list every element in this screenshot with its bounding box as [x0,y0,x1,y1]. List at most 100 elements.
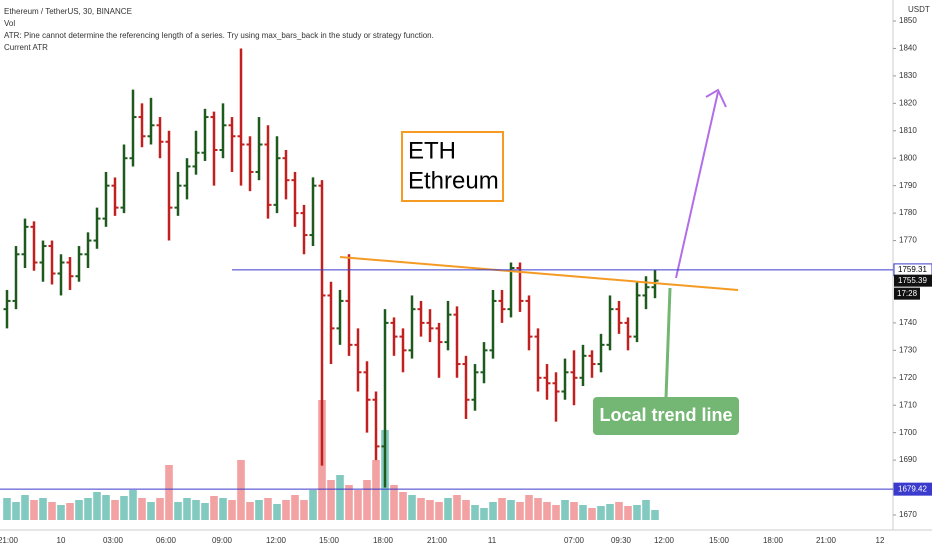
y-tick-label: 1720 [899,373,917,382]
y-tick-label: 1790 [899,181,917,190]
volume-bar [102,495,110,520]
x-tick-label: 11 [488,536,497,545]
volume-bar [201,503,209,520]
volume-bar [21,495,29,520]
volume-bar [66,503,74,520]
volume-bar [588,508,596,520]
volume-bar [327,480,335,520]
volume-bar [651,510,659,520]
x-tick-label: 15:00 [319,536,340,545]
volume-bar [282,500,290,520]
volume-bar [615,502,623,520]
volume-bar [489,502,497,520]
volume-bar [156,498,164,520]
volume-bar [336,475,344,520]
volume-bar [471,505,479,520]
price-label-bg [893,482,932,496]
legend-text: ATR: Pine cannot determine the referenci… [4,31,434,40]
volume-bar [444,498,452,520]
volume-bar [516,502,524,520]
volume-bar [237,460,245,520]
volume-bar [129,490,137,520]
volume-bar [228,500,236,520]
x-tick-label: 12:00 [266,536,287,545]
y-tick-label: 1800 [899,153,917,162]
x-tick-label: 03:00 [103,536,124,545]
volume-bar [552,505,560,520]
volume-bar [165,465,173,520]
volume-bar [192,500,200,520]
volume-bar [390,485,398,520]
y-tick-label: 1780 [899,208,917,217]
y-tick-label: 1830 [899,71,917,80]
volume-bar [408,495,416,520]
x-tick-label: 10 [57,536,66,545]
legend-text: Ethereum / TetherUS, 30, BINANCE [4,7,132,16]
volume-bar [561,500,569,520]
y-tick-label: 1710 [899,400,917,409]
volume-bar [570,502,578,520]
volume-bar [255,500,263,520]
projection-arrow [675,91,719,279]
volume-bar [219,498,227,520]
volume-bar [435,502,443,520]
price-label: 1679.42 [898,484,927,493]
volume-bar [633,505,641,520]
legend-text: Vol [4,19,15,28]
y-tick-label: 1850 [899,16,917,25]
volume-bar [642,500,650,520]
callout-box [593,397,739,435]
volume-bar [147,502,155,520]
volume-bar [30,500,38,520]
volume-bar [372,460,380,520]
volume-bar [39,498,47,520]
volume-bar [84,498,92,520]
annotation-box [401,131,504,202]
annotation-text: Ethreum [408,167,499,194]
currency-label: USDT [908,5,930,14]
y-tick-label: 1820 [899,98,917,107]
volume-bar [534,498,542,520]
volume-bar [354,490,362,520]
volume-bar [93,492,101,520]
volume-bar [606,504,614,520]
volume-bar [264,498,272,520]
volume-bar [480,508,488,520]
x-tick-label: 18:00 [373,536,394,545]
annotation-text: ETH [408,137,456,164]
x-tick-label: 21:00 [816,536,837,545]
x-tick-label: 09:00 [212,536,233,545]
volume-bar [273,504,281,520]
price-label: 1759.31 [898,265,927,274]
volume-bar [138,498,146,520]
volume-bar [543,502,551,520]
x-tick-label: 09:30 [611,536,632,545]
x-tick-label: 15:00 [709,536,730,545]
callout-pointer [664,287,672,399]
volume-bar [3,498,11,520]
countdown-bg [894,287,920,300]
callout-text: Local trend line [599,405,732,425]
volume-bar [426,500,434,520]
volume-bar [183,498,191,520]
legend-text: Current ATR [4,43,48,52]
countdown-label: 17:28 [897,289,918,298]
volume-bar [12,502,20,520]
x-tick-label: 21:00 [427,536,448,545]
volume-bar [525,495,533,520]
last-price-label: 1755.39 [898,276,927,285]
x-tick-label: 06:00 [156,536,177,545]
volume-bar [453,495,461,520]
x-tick-label: 07:00 [564,536,585,545]
volume-bar [417,498,425,520]
trend-line [339,256,739,291]
x-tick-label: 12 [876,536,885,545]
volume-bar [309,490,317,520]
x-tick-label: 18:00 [763,536,784,545]
arrow-head [705,88,727,108]
volume-bar [399,492,407,520]
volume-bar [120,496,128,520]
volume-bar [462,500,470,520]
